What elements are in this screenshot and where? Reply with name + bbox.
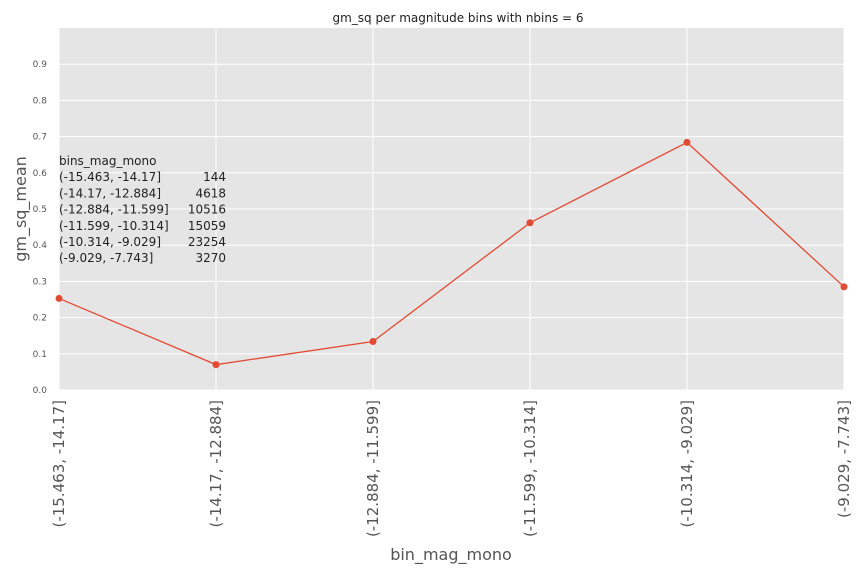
data-point: [526, 219, 534, 227]
data-point: [212, 361, 220, 369]
annotation-label: (-11.599, -10.314]: [59, 219, 169, 233]
x-axis-label: bin_mag_mono: [390, 545, 512, 565]
grid: [58, 28, 845, 391]
annotation-count: 3270: [195, 251, 226, 265]
y-tick-label: 0.1: [33, 350, 47, 360]
data-point: [840, 283, 848, 291]
annotation-label: bins_mag_mono: [59, 154, 156, 168]
y-tick-label: 0.6: [33, 169, 48, 179]
annotation-label: (-15.463, -14.17]: [59, 170, 161, 184]
annotation-count: 15059: [188, 219, 226, 233]
data-point: [369, 337, 377, 345]
annotation-count: 10516: [188, 203, 226, 217]
annotation-label: (-14.17, -12.884]: [59, 186, 161, 200]
annotation-count: 4618: [195, 186, 226, 200]
annotation-count: 23254: [188, 235, 226, 249]
annotation-label: (-12.884, -11.599]: [59, 203, 169, 217]
x-tick-label: (-11.599, -10.314]: [521, 400, 539, 537]
y-tick-label: 0.2: [33, 314, 47, 324]
series: [55, 138, 848, 369]
x-tick-label: (-15.463, -14.17]: [50, 400, 68, 528]
y-tick-label: 0.4: [33, 241, 48, 251]
y-axis-label: gm_sq_mean: [11, 156, 31, 262]
x-tick-label: (-14.17, -12.884]: [207, 400, 225, 528]
data-point: [55, 294, 63, 302]
annotation-label: (-9.029, -7.743]: [59, 251, 153, 265]
x-tick-label: (-10.314, -9.029]: [678, 400, 696, 528]
x-axis-ticks: (-15.463, -14.17] (-14.17, -12.884] (-12.8…: [50, 400, 853, 537]
y-tick-label: 0.7: [33, 133, 47, 143]
y-tick-label: 0.0: [33, 386, 48, 396]
y-tick-label: 0.3: [33, 277, 47, 287]
y-tick-label: 0.9: [33, 60, 48, 70]
series-line: [58, 141, 845, 366]
y-tick-label: 0.8: [33, 96, 48, 106]
annotation-label: (-10.314, -9.029]: [59, 235, 161, 249]
chart-title: gm_sq per magnitude bins with nbins = 6: [332, 11, 583, 25]
annotation-count: 144: [203, 170, 226, 184]
x-tick-label: (-9.029, -7.743]: [835, 400, 853, 518]
y-tick-label: 0.5: [33, 205, 47, 215]
x-tick-label: (-12.884, -11.599]: [364, 400, 382, 537]
data-point: [683, 138, 691, 146]
y-axis-ticks: 0.0 0.1 0.2 0.3 0.4 0.5 0.6 0.7 0.8 0.9: [33, 60, 48, 396]
count-annotation: bins_mag_mono (-15.463, -14.17] 144 (-14.17…: [59, 154, 226, 265]
